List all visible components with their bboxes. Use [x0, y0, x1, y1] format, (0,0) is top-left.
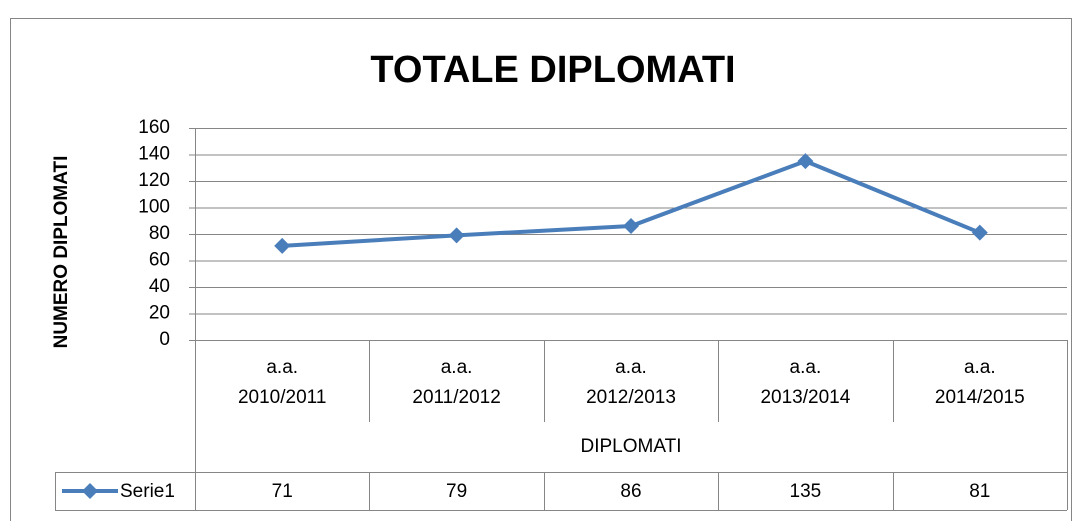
marker [797, 153, 814, 170]
y-tick-label: 100 [138, 197, 170, 218]
x-tick-label: a.a. 2014/2015 [935, 357, 1025, 408]
y-tick-label: 40 [149, 276, 170, 297]
table-value: 81 [969, 481, 990, 502]
y-tick-label: 0 [159, 329, 170, 350]
x-tick-label: a.a. 2010/2011 [238, 357, 326, 408]
legend-marker [82, 483, 98, 499]
y-axis-label: NUMERO DIPLOMATI [51, 156, 72, 349]
y-tick-label: 80 [149, 223, 170, 244]
marker [274, 237, 291, 254]
marker [623, 218, 639, 235]
table-value: 79 [446, 481, 467, 502]
x-tick-label: a.a. 2013/2014 [760, 357, 850, 408]
x-axis-label: DIPLOMATI [581, 436, 682, 457]
marker [971, 224, 988, 241]
chart-title: TOTALE DIPLOMATI [370, 49, 735, 91]
chart-border [10, 18, 1072, 526]
y-tick-label: 160 [138, 117, 170, 138]
y-tick-label: 120 [138, 170, 170, 191]
x-tick-label: a.a. 2012/2013 [586, 357, 676, 408]
legend-label: Serie1 [120, 481, 175, 502]
x-tick-label: a.a. 2011/2012 [412, 357, 500, 408]
table-value: 135 [790, 481, 822, 502]
table-value: 86 [620, 481, 641, 502]
table-value: 71 [272, 481, 293, 502]
y-tick-label: 60 [149, 250, 170, 271]
marker [448, 227, 465, 244]
y-tick-label: 20 [149, 303, 170, 324]
y-tick-label: 140 [138, 144, 170, 165]
